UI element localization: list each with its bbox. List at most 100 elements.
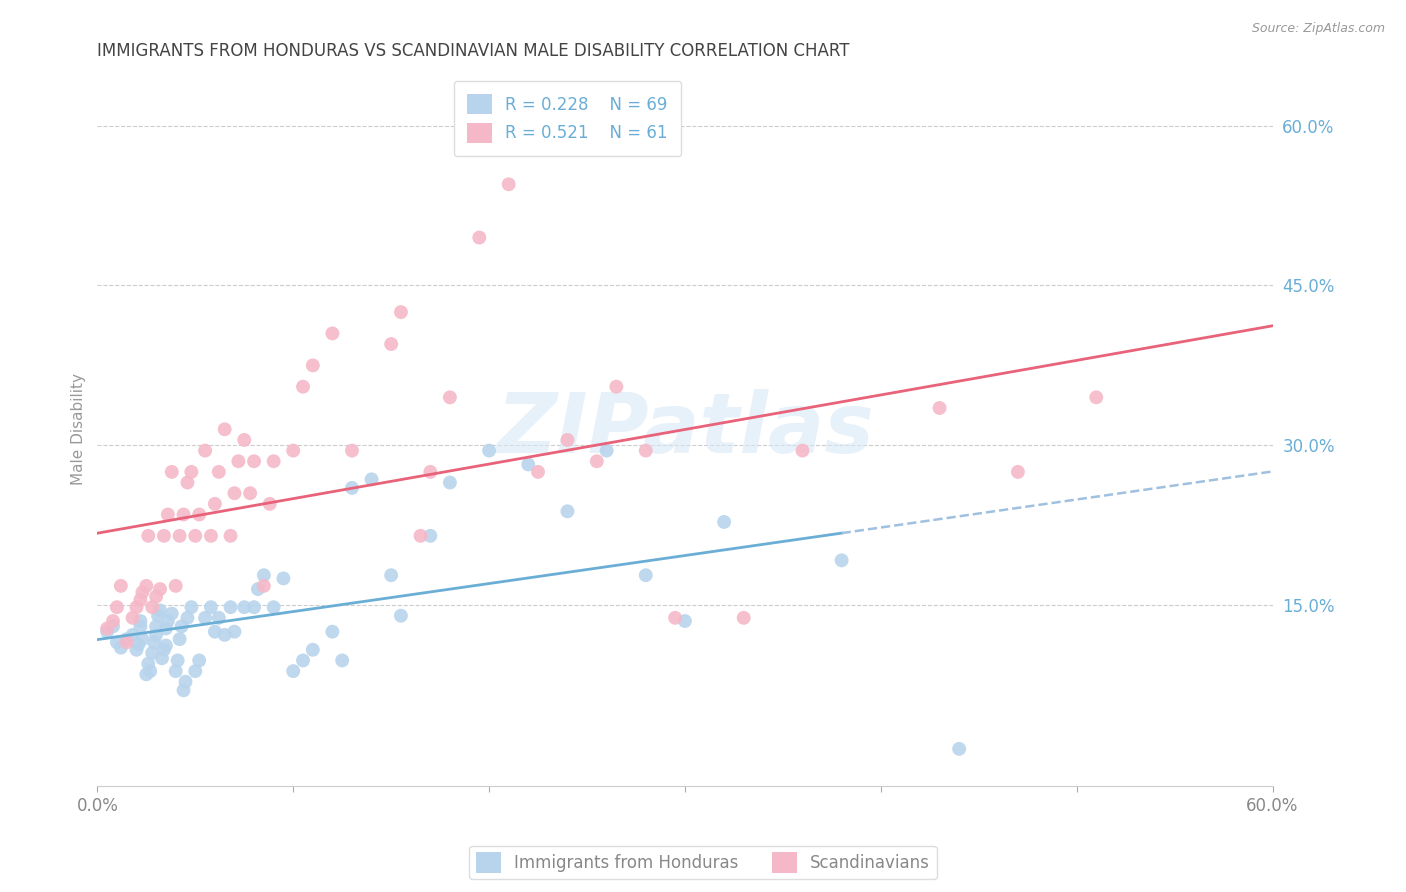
Point	[143, 635, 166, 649]
Point	[340, 443, 363, 458]
Point	[243, 454, 266, 468]
Point	[478, 443, 501, 458]
Point	[105, 635, 128, 649]
Point	[419, 529, 441, 543]
Point	[139, 664, 162, 678]
Point	[180, 465, 202, 479]
Point	[184, 529, 207, 543]
Point	[101, 619, 124, 633]
Point	[141, 600, 163, 615]
Point	[330, 653, 353, 667]
Point	[174, 674, 197, 689]
Point	[200, 529, 222, 543]
Point	[105, 600, 128, 615]
Point	[253, 568, 276, 582]
Point	[517, 458, 540, 472]
Legend: R = 0.228    N = 69, R = 0.521    N = 61: R = 0.228 N = 69, R = 0.521 N = 61	[454, 81, 681, 156]
Point	[233, 433, 256, 447]
Point	[928, 401, 950, 415]
Point	[233, 600, 256, 615]
Point	[156, 614, 179, 628]
Point	[733, 611, 755, 625]
Point	[831, 553, 853, 567]
Point	[141, 646, 163, 660]
Point	[156, 508, 179, 522]
Point	[219, 600, 242, 615]
Point	[380, 568, 402, 582]
Point	[301, 642, 323, 657]
Point	[188, 653, 211, 667]
Point	[259, 497, 281, 511]
Point	[127, 637, 149, 651]
Point	[389, 305, 412, 319]
Point	[125, 600, 148, 615]
Point	[145, 628, 167, 642]
Point	[153, 529, 176, 543]
Point	[176, 475, 198, 490]
Point	[135, 667, 157, 681]
Point	[246, 582, 269, 596]
Point	[292, 653, 315, 667]
Point	[301, 359, 323, 373]
Point	[121, 611, 143, 625]
Point	[153, 642, 176, 657]
Point	[380, 337, 402, 351]
Point	[409, 529, 432, 543]
Point	[145, 619, 167, 633]
Point	[115, 632, 138, 647]
Point	[664, 611, 686, 625]
Point	[283, 664, 305, 678]
Point	[115, 635, 138, 649]
Point	[214, 422, 236, 436]
Point	[283, 443, 305, 458]
Point	[129, 619, 152, 633]
Point	[527, 465, 550, 479]
Point	[713, 515, 735, 529]
Point	[239, 486, 262, 500]
Point	[110, 640, 132, 655]
Point	[145, 590, 167, 604]
Point	[634, 443, 657, 458]
Point	[129, 614, 152, 628]
Point	[176, 611, 198, 625]
Point	[155, 622, 177, 636]
Point	[557, 504, 579, 518]
Point	[160, 607, 183, 621]
Point	[219, 529, 242, 543]
Point	[673, 614, 696, 628]
Point	[136, 529, 159, 543]
Point	[439, 475, 461, 490]
Point	[634, 568, 657, 582]
Point	[468, 230, 491, 244]
Point	[243, 600, 266, 615]
Point	[948, 742, 970, 756]
Point	[169, 529, 191, 543]
Point	[155, 639, 177, 653]
Point	[292, 379, 315, 393]
Point	[253, 579, 276, 593]
Point	[208, 465, 231, 479]
Point	[169, 632, 191, 647]
Point	[224, 486, 246, 500]
Point	[149, 582, 172, 596]
Point	[263, 454, 285, 468]
Point	[1085, 390, 1108, 404]
Point	[136, 657, 159, 671]
Point	[131, 632, 153, 647]
Point	[180, 600, 202, 615]
Point	[129, 592, 152, 607]
Point	[321, 624, 343, 639]
Point	[792, 443, 814, 458]
Point	[498, 178, 520, 192]
Point	[166, 653, 188, 667]
Point	[160, 465, 183, 479]
Point	[208, 611, 231, 625]
Legend: Immigrants from Honduras, Scandinavians: Immigrants from Honduras, Scandinavians	[470, 846, 936, 880]
Point	[204, 624, 226, 639]
Point	[419, 465, 441, 479]
Point	[360, 472, 382, 486]
Point	[214, 628, 236, 642]
Point	[605, 379, 627, 393]
Point	[170, 619, 193, 633]
Point	[389, 608, 412, 623]
